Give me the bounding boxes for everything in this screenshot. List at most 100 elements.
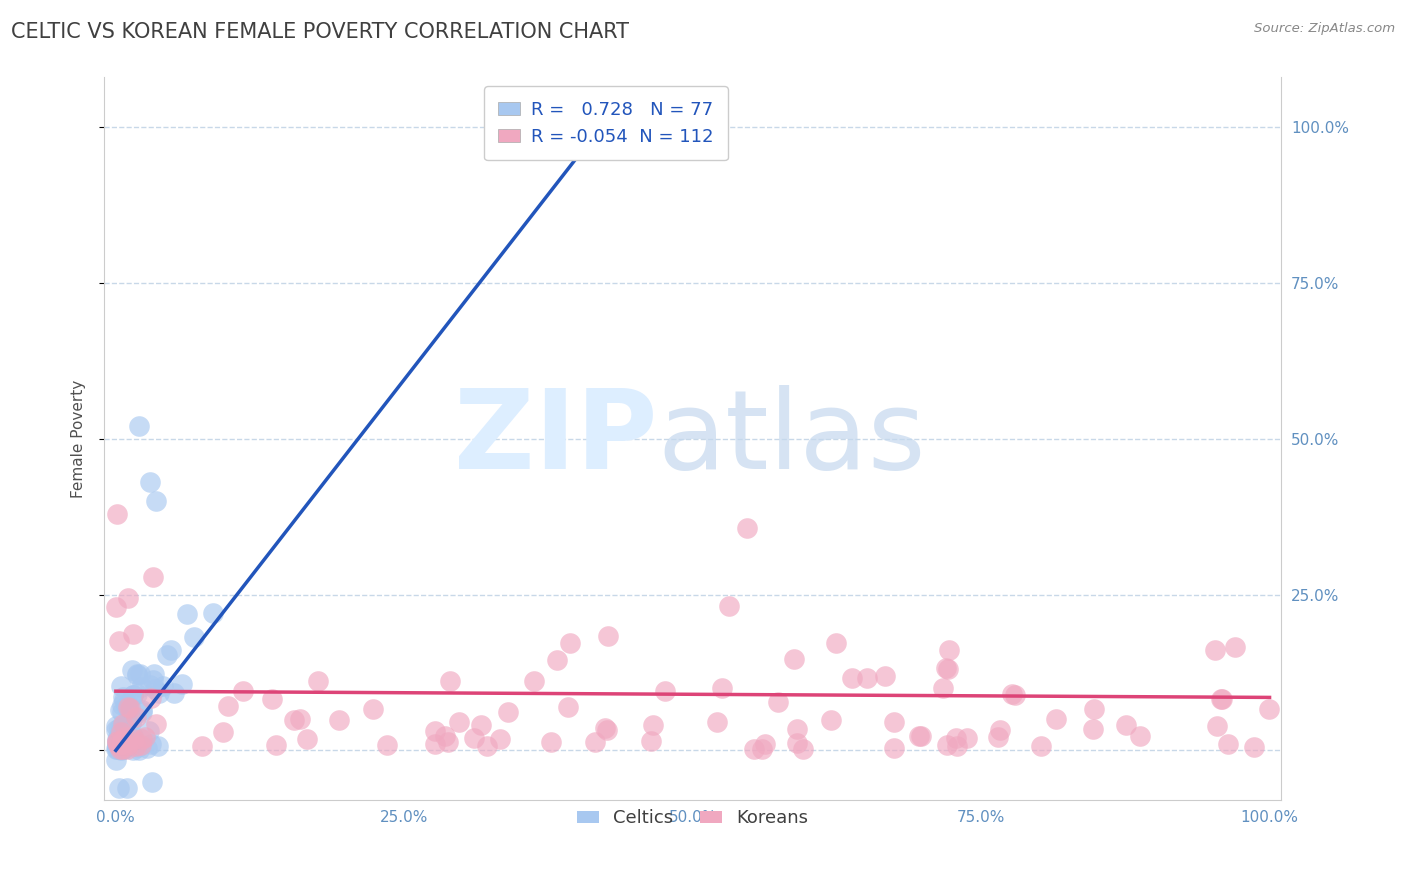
Point (110, 721, 132, 735)
Text: atlas: atlas (658, 385, 927, 492)
Point (108, 703, 131, 717)
Point (125, 739, 148, 753)
Point (264, 738, 287, 752)
Point (447, 714, 470, 729)
Point (1204, 643, 1226, 657)
Point (139, 737, 162, 751)
Point (104, 753, 127, 767)
Point (131, 703, 153, 717)
Point (105, 735, 128, 749)
Point (883, 714, 905, 729)
Point (131, 705, 153, 719)
Point (107, 732, 129, 747)
Point (938, 662, 960, 676)
Point (110, 724, 132, 739)
Point (108, 780, 131, 795)
Point (935, 661, 957, 675)
Point (115, 742, 138, 756)
Point (122, 729, 145, 743)
Point (111, 742, 134, 756)
Point (596, 629, 619, 643)
Point (117, 591, 139, 606)
Point (434, 730, 457, 744)
Point (141, 775, 163, 789)
Point (134, 731, 156, 745)
Point (112, 716, 135, 731)
Point (115, 780, 138, 795)
Point (129, 680, 152, 694)
Point (105, 735, 128, 749)
Point (201, 606, 224, 620)
Point (125, 666, 148, 681)
Point (107, 739, 129, 753)
Point (131, 732, 153, 747)
Point (425, 737, 447, 751)
Point (931, 681, 953, 695)
Point (766, 695, 789, 709)
Point (595, 721, 617, 735)
Point (1083, 702, 1105, 716)
Point (121, 688, 143, 702)
Point (114, 741, 136, 756)
Point (540, 735, 562, 749)
Point (105, 742, 128, 756)
Point (110, 737, 132, 751)
Point (122, 732, 145, 747)
Point (112, 731, 135, 746)
Point (110, 725, 132, 739)
Point (129, 739, 152, 753)
Point (128, 419, 150, 434)
Point (120, 716, 142, 731)
Point (108, 634, 131, 648)
Point (105, 732, 128, 747)
Point (117, 697, 139, 711)
Point (735, 520, 758, 534)
Point (297, 731, 319, 746)
Point (856, 671, 879, 685)
Point (111, 742, 134, 756)
Point (824, 636, 846, 650)
Point (307, 673, 329, 688)
Point (640, 734, 662, 748)
Point (112, 690, 135, 704)
Text: ZIP: ZIP (454, 385, 658, 492)
Point (328, 713, 350, 727)
Point (654, 684, 676, 698)
Point (1115, 718, 1137, 732)
Point (111, 733, 134, 747)
Point (1129, 729, 1152, 743)
Point (138, 723, 160, 738)
Point (105, 739, 128, 753)
Point (546, 653, 568, 667)
Point (111, 736, 134, 750)
Point (782, 652, 804, 666)
Point (498, 705, 520, 719)
Point (1223, 640, 1246, 654)
Point (1081, 722, 1104, 736)
Point (139, 678, 162, 692)
Point (283, 714, 305, 728)
Point (108, 721, 131, 735)
Point (786, 736, 808, 750)
Point (956, 731, 979, 745)
Text: CELTIC VS KOREAN FEMALE POVERTY CORRELATION CHART: CELTIC VS KOREAN FEMALE POVERTY CORRELAT… (11, 22, 630, 42)
Point (125, 710, 148, 724)
Point (124, 735, 146, 749)
Point (142, 667, 165, 681)
Point (110, 732, 132, 747)
Point (146, 739, 169, 754)
Point (141, 690, 163, 705)
Point (111, 698, 134, 712)
Point (1211, 692, 1233, 706)
Point (1206, 719, 1229, 733)
Point (163, 685, 186, 699)
Point (820, 714, 842, 728)
Point (1001, 687, 1024, 701)
Point (105, 723, 128, 737)
Point (717, 599, 740, 613)
Point (475, 739, 498, 754)
Point (129, 666, 152, 681)
Text: Source: ZipAtlas.com: Source: ZipAtlas.com (1254, 22, 1395, 36)
Point (121, 713, 143, 727)
Point (114, 730, 136, 744)
